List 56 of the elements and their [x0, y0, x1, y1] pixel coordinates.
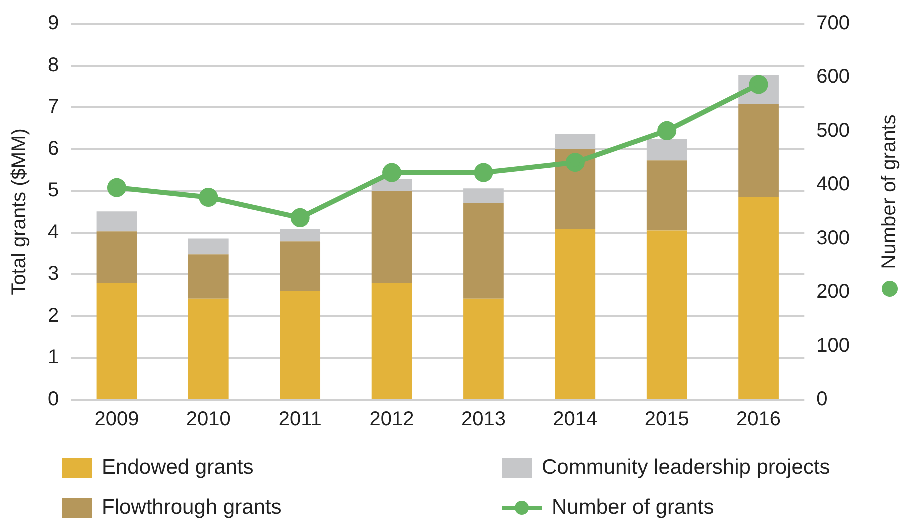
bar [280, 242, 321, 291]
bar [464, 298, 504, 399]
x-tick-label: 2011 [278, 408, 322, 431]
point [566, 153, 585, 172]
bar [96, 212, 138, 232]
y2-axis-title: Number of grants [878, 114, 901, 270]
bar [188, 254, 229, 299]
bar [646, 230, 688, 399]
bar [96, 232, 138, 284]
bar [188, 238, 229, 255]
y2-tick-label: 100 [816, 334, 850, 357]
y2-tick-label: 0 [816, 388, 828, 411]
x-tick-label: 2014 [553, 408, 598, 431]
y-tick-label: 4 [48, 221, 60, 244]
y-tick-label: 2 [48, 304, 60, 327]
x-tick-label: 2009 [94, 408, 140, 431]
y-tick-label: 1 [48, 346, 60, 369]
legend-label: Community leadership projects [542, 456, 830, 480]
bar [738, 104, 779, 197]
point [290, 208, 310, 228]
x-tick-label: 2012 [370, 408, 414, 431]
bar [555, 230, 596, 399]
point [382, 163, 402, 182]
y2-tick-label: 700 [816, 12, 850, 35]
point [474, 163, 494, 182]
y-tick-label: 8 [48, 54, 60, 76]
y-tick-label: 5 [48, 180, 60, 202]
bar [188, 298, 229, 399]
y2-tick-label: 200 [816, 281, 850, 304]
y-axis-title: Total grants ($MM) [8, 128, 31, 296]
bar [372, 283, 412, 399]
bar [96, 283, 138, 399]
y-tick-label: 0 [48, 388, 60, 411]
x-tick-label: 2013 [461, 408, 506, 431]
y-tick-label: 3 [48, 263, 60, 286]
point [658, 121, 677, 140]
point [107, 178, 126, 198]
bar [738, 196, 779, 399]
bar [372, 192, 412, 284]
point [199, 188, 218, 207]
legend-label: Number of grants [552, 496, 714, 520]
y2-tick-label: 600 [816, 66, 850, 88]
y-tick-label: 7 [48, 96, 60, 118]
y-tick-label: 9 [48, 12, 60, 35]
y2-tick-label: 400 [816, 174, 850, 196]
bar [464, 203, 504, 299]
x-tick-label: 2010 [186, 408, 231, 431]
y2-tick-label: 500 [816, 120, 850, 142]
legend-label: Endowed grants [102, 456, 254, 480]
bar [280, 290, 321, 399]
x-tick-label: 2015 [644, 408, 690, 431]
y2-tick-label: 300 [816, 227, 850, 250]
y-tick-label: 6 [48, 138, 60, 160]
bar [646, 160, 688, 231]
x-tick-label: 2016 [736, 408, 782, 431]
legend-label: Flowthrough grants [102, 496, 282, 520]
